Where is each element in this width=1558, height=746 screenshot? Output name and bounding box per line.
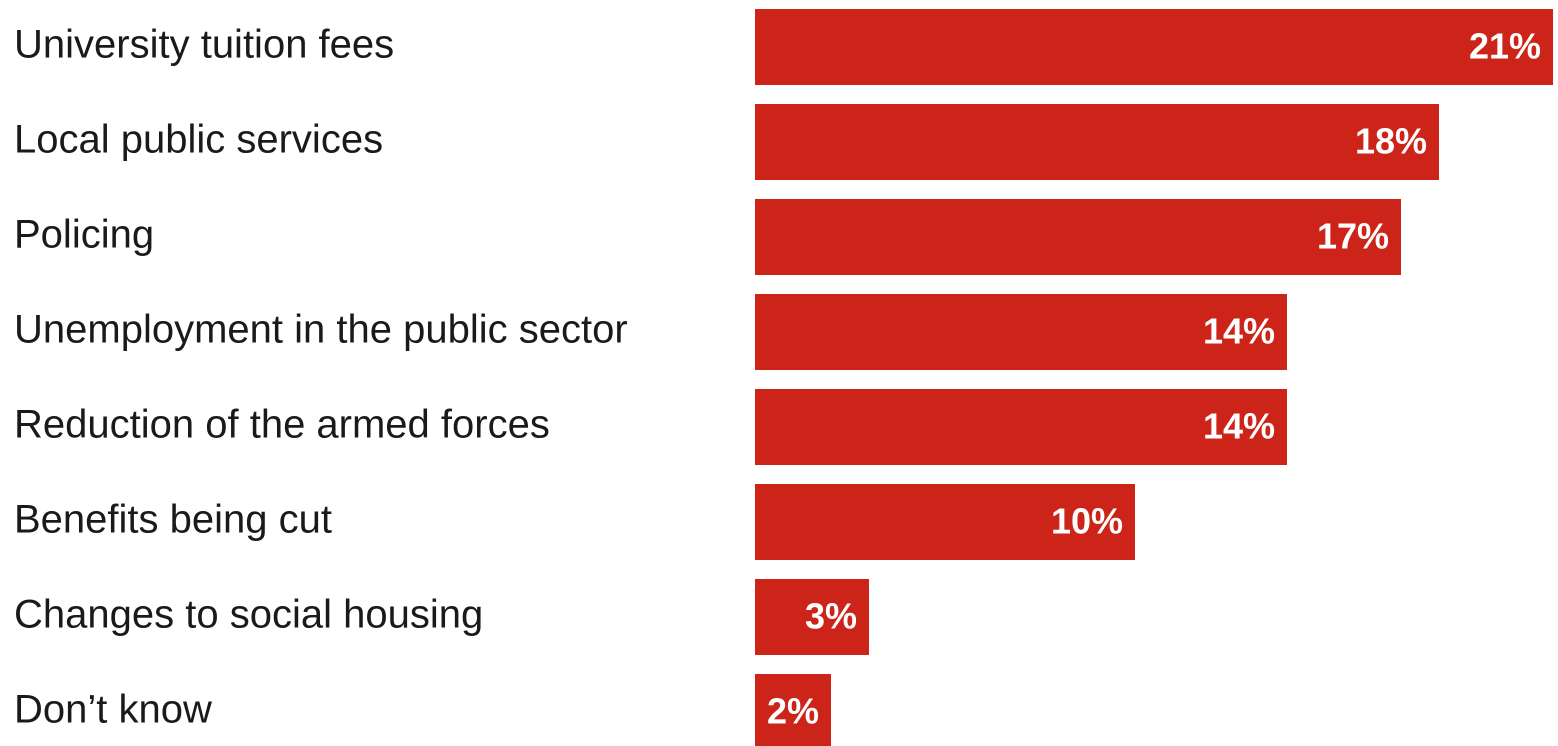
value-label: 3% — [805, 596, 857, 637]
bar — [755, 9, 1553, 85]
value-label: 10% — [1051, 501, 1123, 542]
value-label: 21% — [1469, 26, 1541, 67]
bar — [755, 199, 1401, 275]
category-label: Benefits being cut — [14, 498, 332, 542]
category-label: University tuition fees — [14, 23, 394, 67]
category-label: Policing — [14, 213, 154, 257]
bars — [755, 9, 1553, 746]
value-label: 14% — [1203, 311, 1275, 352]
bar — [755, 104, 1439, 180]
category-label: Local public services — [14, 118, 383, 162]
category-label: Changes to social housing — [14, 593, 483, 637]
value-label: 2% — [767, 691, 819, 732]
value-label: 17% — [1317, 216, 1389, 257]
value-label: 18% — [1355, 121, 1427, 162]
category-label: Unemployment in the public sector — [14, 308, 628, 352]
value-labels: 21% 18% 17% 14% 14% 10% 3% 2% — [767, 26, 1541, 732]
bar — [755, 389, 1287, 465]
bar — [755, 484, 1135, 560]
bar — [755, 579, 869, 655]
bar — [755, 674, 831, 746]
category-label: Don’t know — [14, 688, 212, 732]
value-label: 14% — [1203, 406, 1275, 447]
bar — [755, 294, 1287, 370]
category-labels: University tuition fees Local public serv… — [14, 23, 628, 732]
category-label: Reduction of the armed forces — [14, 403, 550, 447]
